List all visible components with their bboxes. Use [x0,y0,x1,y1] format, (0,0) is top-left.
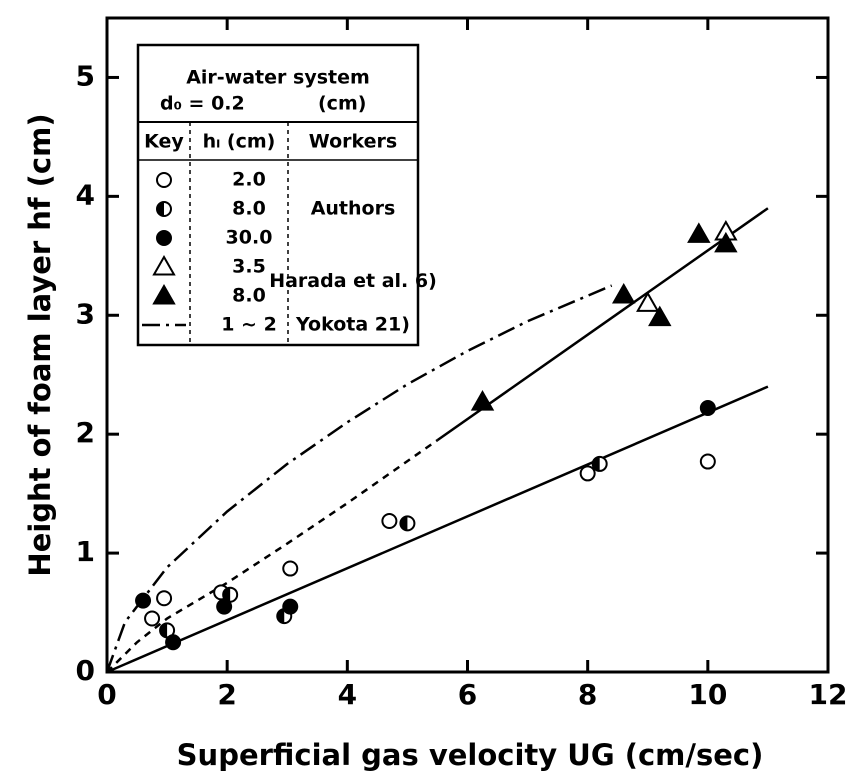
marker-shape [648,305,672,327]
x-tick-label: 6 [458,678,477,711]
marker-shape [699,400,716,417]
marker-shape [156,230,172,246]
y-tick-label: 2 [76,416,95,449]
legend-label: 2.0 [232,169,266,191]
marker-shape [277,609,285,624]
marker-shape [144,610,161,627]
marker [156,230,172,246]
marker [152,254,176,276]
marker-shape [381,512,398,529]
x-tick-label: 10 [688,678,727,711]
marker [591,455,608,472]
marker-shape [157,202,164,216]
marker-shape [152,283,176,305]
y-tick-label: 0 [76,654,95,687]
marker-shape [223,587,231,602]
marker [699,400,716,417]
fit-line [436,207,769,442]
marker-shape [592,456,600,471]
marker-shape [579,465,596,482]
marker [714,231,738,253]
legend-worker: Yokota 21) [295,314,410,336]
legend-header: hₗ (cm) [203,131,276,153]
marker [165,634,182,651]
marker [687,222,711,243]
y-axis-label: Height of foam layer hf (cm) [23,113,57,576]
marker-shape [611,283,636,304]
x-tick-label: 4 [338,678,357,711]
marker-shape [699,453,716,470]
marker [579,465,596,482]
marker [636,291,660,312]
marker-shape [687,222,711,243]
marker [470,390,495,411]
marker [611,283,636,304]
x-tick-label: 0 [97,678,116,711]
marker [282,598,299,615]
marker-shape [160,623,168,638]
legend-text: (cm) [318,93,366,115]
legend-label: 1 ~ 2 [221,314,277,336]
y-tick-label: 5 [76,59,95,92]
marker-shape [282,598,299,615]
y-tick-label: 3 [76,297,95,330]
legend-label: 30.0 [226,227,273,249]
marker [144,610,161,627]
marker [381,512,398,529]
marker-shape [156,590,173,607]
marker [399,515,416,532]
marker [159,622,176,639]
marker [156,590,173,607]
fit-line [106,385,769,674]
marker [276,608,293,625]
marker [699,453,716,470]
marker [152,283,176,305]
marker-shape [400,516,408,531]
marker [216,598,233,615]
x-axis-label: Superficial gas velocity UG (cm/sec) [177,738,764,772]
legend-header: Workers [309,131,397,153]
marker-shape [216,598,233,615]
marker-shape [470,390,495,411]
marker-shape [152,254,176,276]
marker-shape [714,231,738,253]
y-tick-label: 1 [76,535,95,568]
legend-box [136,43,420,347]
marker [156,172,172,188]
x-tick-label: 12 [809,678,848,711]
y-tick-label: 4 [76,178,95,211]
legend-label: 3.5 [232,256,266,278]
legend-worker: Authors [311,198,396,220]
legend-label: 8.0 [232,198,266,220]
marker-shape [156,172,172,188]
marker [156,201,172,217]
marker-shape [165,634,182,651]
marker [648,305,672,327]
marker [282,560,299,577]
x-tick-label: 8 [578,678,597,711]
legend-title: Air-water system [186,67,370,89]
legend-header: Key [144,131,184,153]
legend-label: 8.0 [232,285,266,307]
legend-worker: Harada et al. 6) [269,270,437,292]
x-tick-label: 2 [217,678,236,711]
marker-shape [282,560,299,577]
marker-shape [636,291,660,312]
fit-line [106,439,439,673]
legend-text: d₀ = 0.2 [160,93,245,115]
